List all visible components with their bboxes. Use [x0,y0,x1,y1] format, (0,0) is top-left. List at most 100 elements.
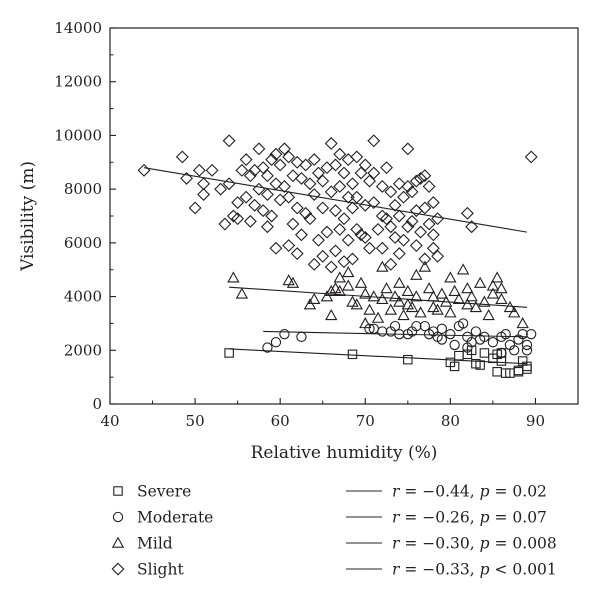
marker-triangle [444,271,457,283]
stat-value: = −0.30, [399,535,479,553]
marker-diamond [392,177,406,191]
marker-circle [521,345,533,356]
marker-diamond [269,147,283,161]
marker-diamond [299,158,313,172]
marker-circle [296,331,307,343]
marker-triangle [414,306,427,318]
marker-diamond [197,177,211,191]
marker-diamond [397,190,411,204]
marker-triangle [495,282,508,294]
marker-triangle [439,295,453,307]
marker-diamond [329,244,342,258]
marker-diamond [397,233,411,247]
marker-circle [509,345,520,356]
stat-symbol: p [480,535,490,553]
marker-diamond [388,231,402,244]
marker-diamond [426,228,440,242]
marker-triangle [111,536,125,548]
marker-triangle [427,290,440,302]
marker-diamond [218,217,232,231]
marker-diamond [426,241,440,255]
data-points [137,134,538,378]
marker-diamond [273,158,287,172]
marker-diamond [243,169,257,183]
marker-diamond [337,166,351,180]
marker-triangle [473,276,487,288]
marker-triangle [397,308,410,321]
marker-triangle [456,263,470,275]
marker-triangle [350,298,363,310]
marker-diamond [180,171,194,185]
marker-diamond [260,169,274,183]
marker-triangle [367,290,380,302]
marker-diamond [346,201,359,215]
stat-value: = 0.07 [490,509,547,527]
legend-stat: r = −0.30, p = 0.008 [392,535,557,553]
marker-diamond [392,247,406,261]
marker-diamond [324,137,338,150]
legend-stat: r = −0.26, p = 0.07 [392,509,547,527]
marker-diamond [316,201,330,215]
legend-row-slight: Slight r = −0.33, p < 0.001 [111,561,557,579]
marker-diamond [341,233,355,247]
marker-triangle [320,290,334,302]
fit-line-mild [229,286,527,308]
y-tick-label: 6000 [64,234,102,252]
marker-diamond [316,249,330,263]
marker-circle [262,342,273,353]
stat-symbol: r [392,483,401,501]
marker-circle [487,337,499,348]
marker-diamond [265,153,279,167]
marker-circle [411,320,422,332]
marker-circle [479,331,490,343]
marker-circle [445,329,456,340]
marker-diamond [350,150,364,164]
marker-diamond [333,222,347,236]
marker-diamond [303,212,317,226]
marker-triangle [325,308,338,321]
marker-diamond [222,177,236,191]
marker-diamond [384,185,398,199]
marker-diamond [295,171,308,185]
marker-circle [436,323,448,334]
marker-triangle [482,308,495,321]
marker-triangle [435,287,449,299]
marker-triangle [452,292,466,305]
x-tick-label: 50 [186,412,205,430]
marker-square [454,350,464,361]
marker-diamond [329,158,342,172]
marker-diamond [137,163,151,177]
marker-diamond [426,196,440,210]
marker-diamond [329,204,342,218]
x-tick-label: 70 [356,412,375,430]
marker-diamond [239,190,253,204]
marker-diamond [405,214,419,228]
marker-triangle [342,279,355,291]
marker-triangle [503,300,517,313]
legend-stat: r = −0.44, p = 0.02 [392,483,547,501]
marker-triangle [376,292,389,305]
marker-circle [279,329,290,340]
marker-diamond [256,161,270,175]
marker-triangle [401,284,415,296]
marker-diamond [248,198,262,212]
marker-diamond [358,231,372,244]
marker-diamond [375,241,389,255]
marker-triangle [486,287,500,299]
marker-diamond [320,225,334,239]
marker-circle [496,347,507,359]
marker-diamond [277,142,291,156]
stat-value: = 0.008 [490,535,557,553]
marker-diamond [111,562,125,576]
series-mild [227,260,529,329]
marker-diamond [175,150,189,164]
marker-triangle [478,295,491,307]
marker-circle [112,511,124,523]
marker-diamond [363,174,376,188]
marker-triangle [507,306,521,318]
marker-circle [500,329,511,340]
marker-diamond [197,188,211,201]
marker-diamond [367,166,381,180]
y-tick-label: 2000 [64,341,102,359]
marker-diamond [388,198,402,212]
